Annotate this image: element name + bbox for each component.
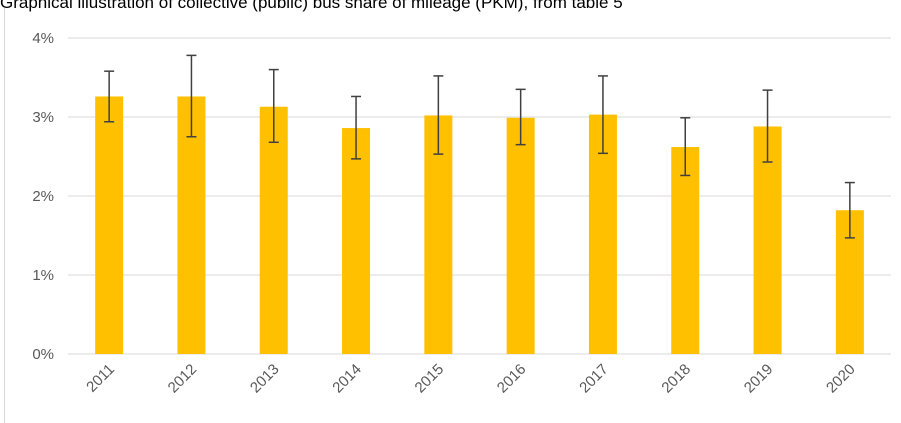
bar [588,114,617,354]
y-tick-label: 2% [32,188,54,205]
bar [342,128,371,354]
bar [424,115,453,354]
y-tick-label: 3% [32,109,54,126]
x-tick-label: 2014 [329,361,365,397]
chart-area-border [4,8,5,423]
x-tick-label: 2012 [165,361,201,397]
y-tick-label: 0% [32,346,54,363]
y-tick-label: 4% [32,30,54,47]
x-tick-label: 2015 [412,361,448,397]
x-tick-label: 2016 [494,361,530,397]
x-tick-label: 2020 [823,361,859,397]
chart-title: Graphical illustration of collective (pu… [0,0,623,12]
x-tick-label: 2018 [658,361,694,397]
bar [671,147,700,354]
x-tick-label: 2017 [576,361,612,397]
bar [95,96,124,355]
bar [177,96,206,355]
bar [506,117,535,354]
x-tick-label: 2019 [741,361,777,397]
x-tick-label: 2013 [247,361,283,397]
y-tick-label: 1% [32,267,54,284]
bar [259,106,288,354]
x-tick-label: 2011 [83,361,118,396]
bar [753,126,782,354]
